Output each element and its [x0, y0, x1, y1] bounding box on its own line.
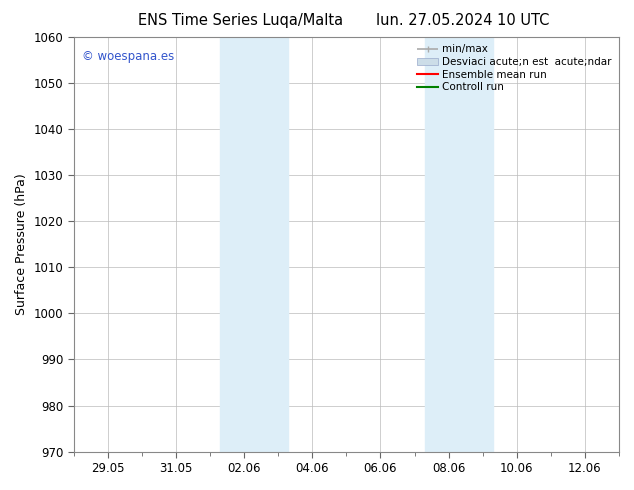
- Legend: min/max, Desviaci acute;n est  acute;ndar, Ensemble mean run, Controll run: min/max, Desviaci acute;n est acute;ndar…: [415, 42, 614, 95]
- Text: © woespana.es: © woespana.es: [82, 49, 174, 63]
- Bar: [425, 37, 493, 452]
- Text: ENS Time Series Luqa/Malta: ENS Time Series Luqa/Malta: [138, 13, 344, 28]
- Bar: [220, 37, 288, 452]
- Text: lun. 27.05.2024 10 UTC: lun. 27.05.2024 10 UTC: [376, 13, 550, 28]
- Y-axis label: Surface Pressure (hPa): Surface Pressure (hPa): [15, 173, 28, 315]
